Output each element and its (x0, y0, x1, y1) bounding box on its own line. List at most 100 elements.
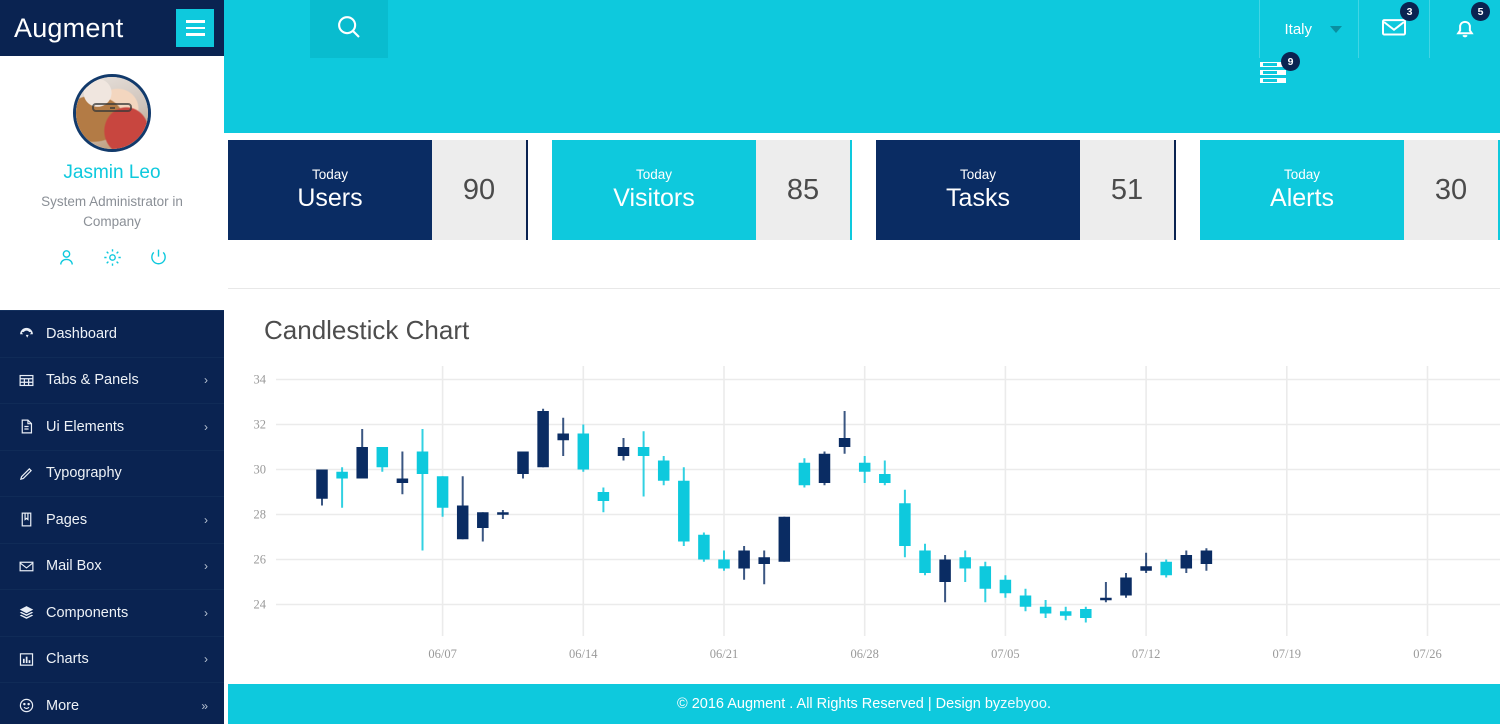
pencil-icon (18, 465, 46, 482)
candlestick-chart[interactable]: 24 26 28 30 32 34 06/07 06/14 06/21 06/28 07/05 07/… (228, 358, 1500, 678)
sidebar-item-pages[interactable]: Pages › (0, 497, 224, 544)
user-icon[interactable] (56, 247, 77, 272)
stat-period: Today (959, 167, 997, 182)
tasks-badge: 9 (1281, 52, 1300, 71)
stat-label: Today Visitors (552, 140, 756, 240)
profile-name[interactable]: Jasmin Leo (63, 162, 161, 183)
list-icon (1260, 62, 1286, 83)
book-icon (18, 511, 46, 528)
stat-label: Today Users (228, 140, 432, 240)
footer-link[interactable]: zebyoo (1000, 696, 1047, 712)
brand-bar: Augment (0, 0, 224, 56)
stat-title: Visitors (613, 184, 695, 212)
profile-role: System Administrator in Company (41, 194, 183, 229)
header-actions: Italy 3 5 (1259, 0, 1500, 58)
stat-value: 30 (1434, 173, 1468, 206)
chevron-right-icon: › (204, 652, 208, 667)
stat-period: Today (1283, 167, 1321, 182)
svg-text:28: 28 (254, 508, 267, 522)
svg-text:06/28: 06/28 (850, 647, 878, 661)
power-icon[interactable] (148, 247, 169, 272)
stat-period: Today (635, 167, 673, 182)
svg-text:07/19: 07/19 (1273, 647, 1301, 661)
search-icon (334, 12, 364, 47)
svg-text:34: 34 (254, 373, 267, 387)
sidebar-item-tabs-panels[interactable]: Tabs & Panels › (0, 358, 224, 404)
stat-value: 90 (462, 173, 496, 206)
stat-label: Today Tasks (876, 140, 1080, 240)
sidebar-item-label: Ui Elements (46, 418, 125, 435)
chevron-right-icon: › (204, 559, 208, 574)
gear-icon[interactable] (102, 247, 123, 272)
table-icon (18, 372, 46, 389)
notifications-badge: 5 (1471, 2, 1490, 21)
stat-value: 51 (1110, 173, 1144, 206)
sidebar-item-mail-box[interactable]: Mail Box › (0, 544, 224, 590)
chevron-right-icon: › (204, 605, 208, 620)
language-selector[interactable]: Italy (1259, 0, 1358, 58)
top-header: Italy 3 5 (224, 0, 1500, 133)
chevron-down-icon (1330, 25, 1342, 33)
stat-card-alerts[interactable]: Today Alerts 30 (1200, 140, 1500, 240)
search-button[interactable] (310, 0, 388, 58)
sidebar-item-more[interactable]: More » (0, 683, 224, 724)
sidebar-item-label: More (46, 697, 80, 714)
language-label: Italy (1284, 20, 1312, 38)
svg-text:07/26: 07/26 (1413, 647, 1441, 661)
smiley-icon (18, 697, 46, 714)
layers-icon (18, 604, 46, 621)
stat-title: Alerts (1270, 184, 1334, 212)
envelope-icon (1379, 12, 1409, 47)
svg-text:32: 32 (254, 418, 267, 432)
sidebar-item-charts[interactable]: Charts › (0, 637, 224, 683)
brand-title: Augment (14, 12, 124, 43)
svg-text:07/12: 07/12 (1132, 647, 1160, 661)
stat-title: Users (297, 184, 363, 212)
sidebar-item-label: Components (46, 604, 129, 621)
sidebar-menu: Dashboard Tabs & Panels › Ui Elements › (0, 310, 224, 724)
chevron-right-icon: › (204, 373, 208, 388)
sidebar-item-label: Mail Box (46, 558, 102, 575)
stat-title: Tasks (946, 184, 1010, 212)
tasks-button[interactable]: 9 (1260, 52, 1300, 83)
chevron-right-icon: › (204, 419, 208, 434)
chevron-right-icon: › (204, 512, 208, 527)
sidebar-item-ui-elements[interactable]: Ui Elements › (0, 404, 224, 451)
sidebar-item-label: Tabs & Panels (46, 372, 139, 389)
svg-text:06/14: 06/14 (569, 647, 598, 661)
sidebar-item-label: Dashboard (46, 325, 117, 342)
page-title: Candlestick Chart (264, 315, 470, 345)
avatar (73, 74, 151, 152)
envelope-icon (18, 558, 46, 575)
stat-period: Today (311, 167, 349, 182)
stat-value: 85 (786, 173, 820, 206)
chevron-double-right-icon: » (201, 698, 208, 713)
hamburger-icon[interactable] (176, 9, 214, 47)
svg-text:06/07: 06/07 (428, 647, 456, 661)
file-icon (18, 418, 46, 435)
chart-panel: Candlestick Chart 24 26 28 30 32 34 06/07 06/14… (228, 288, 1500, 684)
bar-chart-icon (18, 651, 46, 668)
sidebar-item-components[interactable]: Components › (0, 590, 224, 637)
sidebar-item-label: Typography (46, 465, 122, 482)
footer-text: © 2016 Augment . All Rights Reserved | D… (677, 696, 1001, 712)
svg-text:07/05: 07/05 (991, 647, 1019, 661)
footer-suffix: . (1046, 696, 1051, 712)
messages-button[interactable]: 3 (1358, 0, 1429, 58)
bell-icon (1450, 12, 1480, 47)
sidebar-item-dashboard[interactable]: Dashboard (0, 311, 224, 358)
sidebar-item-label: Charts (46, 651, 89, 668)
stat-card-visitors[interactable]: Today Visitors 85 (552, 140, 852, 240)
stat-card-tasks[interactable]: Today Tasks 51 (876, 140, 1176, 240)
svg-text:24: 24 (254, 598, 267, 612)
dashboard-icon (18, 325, 46, 342)
stat-cards: Today Users 90 Today Visitors 85 Today T… (228, 140, 1500, 252)
sidebar-item-typography[interactable]: Typography (0, 451, 224, 497)
svg-text:26: 26 (254, 553, 267, 567)
sidebar-item-label: Pages (46, 511, 88, 528)
sidebar: Augment Jasmin Leo System Administrator … (0, 0, 224, 724)
notifications-button[interactable]: 5 (1429, 0, 1500, 58)
profile-card: Jasmin Leo System Administrator in Compa… (0, 56, 224, 310)
stat-card-users[interactable]: Today Users 90 (228, 140, 528, 240)
